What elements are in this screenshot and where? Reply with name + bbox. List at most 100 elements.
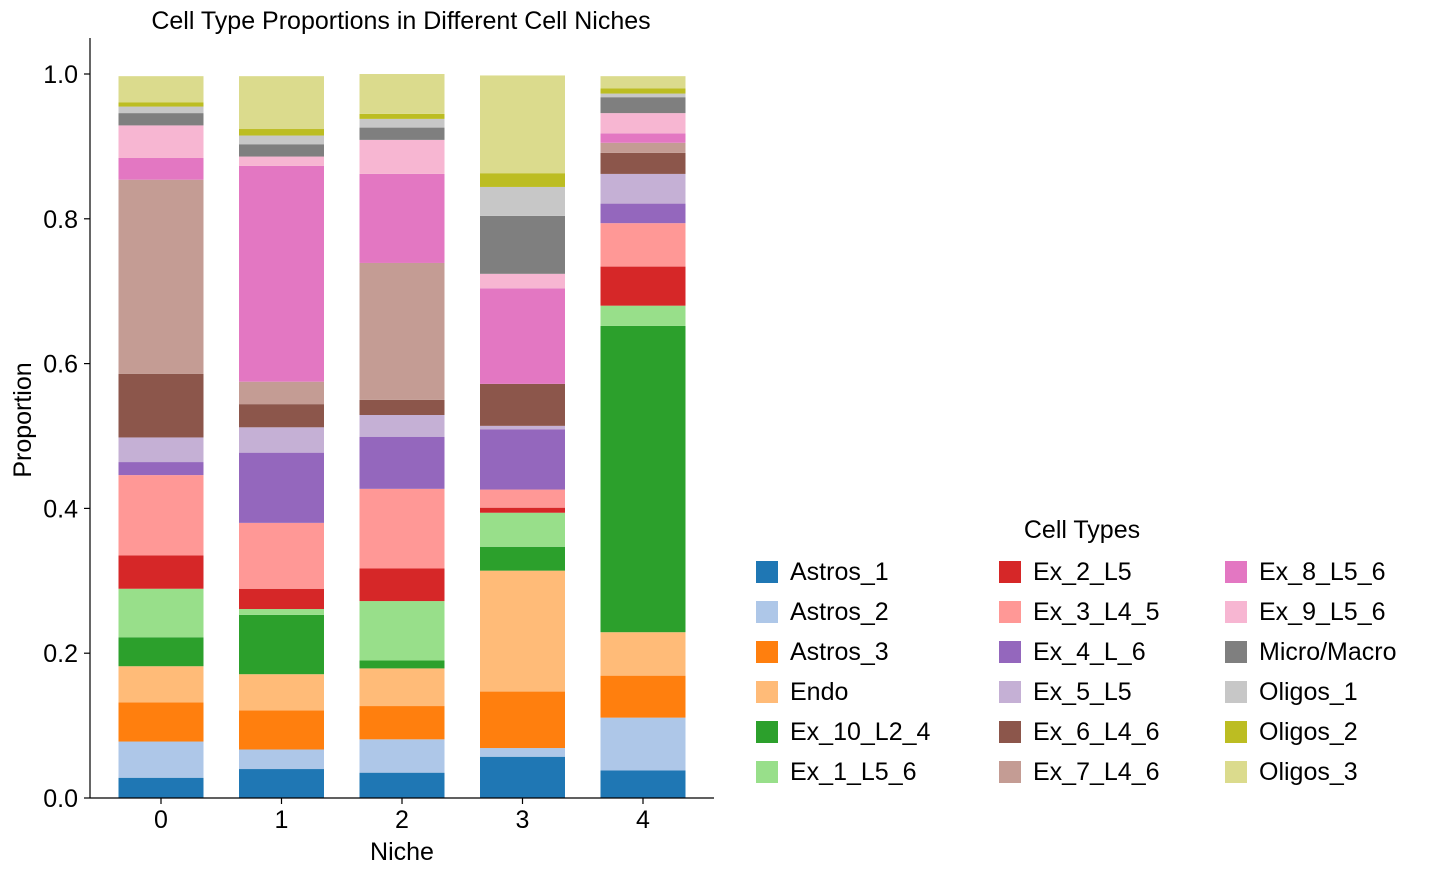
legend-label: Ex_1_L5_6 — [790, 757, 917, 786]
bar-segment-0-ex-2-l5 — [118, 555, 204, 589]
legend-label: Oligos_2 — [1259, 717, 1358, 746]
legend-label: Ex_9_L5_6 — [1259, 597, 1386, 626]
bar-segment-0-micro-macro — [118, 113, 204, 126]
bar-segment-3-ex-1-l5-6 — [480, 512, 565, 547]
y-tick-label: 0.8 — [43, 206, 78, 234]
bar-segment-3-oligos-2 — [480, 173, 565, 187]
chart-title: Cell Type Proportions in Different Cell … — [151, 7, 650, 35]
legend-swatch — [999, 561, 1021, 583]
bar-segment-4-endo — [600, 632, 686, 676]
bar-segment-4-astros-3 — [600, 675, 686, 718]
bar-segment-4-ex-9-l5-6 — [600, 113, 686, 134]
bar-segment-0-ex-7-l4-6 — [118, 179, 204, 374]
legend-item: Astros_1 — [756, 552, 889, 592]
bar-segment-2-micro-macro — [359, 127, 445, 140]
bar-segment-1-endo — [239, 674, 324, 711]
legend-item: Endo — [756, 672, 848, 712]
bar-segment-4-ex-6-l4-6 — [600, 152, 686, 174]
legend-label: Astros_2 — [790, 597, 889, 626]
bar-segment-1-ex-4-l-6 — [239, 452, 324, 523]
bar-segment-3-ex-4-l-6 — [480, 429, 565, 490]
legend-label: Ex_4_L_6 — [1033, 637, 1146, 666]
legend-swatch — [999, 641, 1021, 663]
bar-segment-4-micro-macro — [600, 97, 686, 114]
bar-segment-3-ex-6-l4-6 — [480, 383, 565, 426]
bar-segment-2-ex-6-l4-6 — [359, 399, 445, 415]
bar-segment-0-ex-1-l5-6 — [118, 588, 204, 638]
legend-item: Micro/Macro — [1225, 632, 1397, 672]
legend-swatch — [756, 601, 778, 623]
bar-segment-3-oligos-3 — [480, 75, 565, 174]
legend-label: Ex_5_L5 — [1033, 677, 1132, 706]
x-axis-label: Niche — [370, 838, 434, 866]
bar-segment-2-ex-10-l2-4 — [359, 660, 445, 669]
legend-label: Ex_10_L2_4 — [790, 717, 931, 746]
legend-swatch — [999, 721, 1021, 743]
bar-segment-2-oligos-2 — [359, 113, 445, 119]
legend-item: Ex_8_L5_6 — [1225, 552, 1386, 592]
bar-segment-4-ex-1-l5-6 — [600, 305, 686, 326]
x-tick-label: 4 — [636, 806, 650, 834]
bar-segment-3-ex-10-l2-4 — [480, 546, 565, 571]
legend-item: Astros_3 — [756, 632, 889, 672]
bar-segment-3-micro-macro — [480, 215, 565, 274]
legend-label: Ex_3_L4_5 — [1033, 597, 1160, 626]
bar-segment-2-ex-7-l4-6 — [359, 262, 445, 400]
x-ticks: 0 1 2 3 4 — [154, 798, 650, 834]
y-tick-label: 1.0 — [43, 61, 78, 89]
legend-item: Ex_7_L4_6 — [999, 752, 1160, 792]
y-ticks: 0.0 0.2 0.4 0.6 0.8 1.0 — [43, 61, 90, 813]
bar-segment-1-ex-7-l4-6 — [239, 381, 324, 405]
bar-segment-3-ex-2-l5 — [480, 507, 565, 513]
bar-segment-2-ex-8-l5-6 — [359, 173, 445, 263]
bar-segment-2-ex-4-l-6 — [359, 436, 445, 489]
bar-segment-1-micro-macro — [239, 144, 324, 157]
legend-label: Ex_7_L4_6 — [1033, 757, 1160, 786]
bar-segment-0-astros-3 — [118, 702, 204, 742]
y-tick-label: 0.0 — [43, 785, 78, 813]
bar-segment-1-ex-5-l5 — [239, 427, 324, 453]
bar-segment-2-astros-3 — [359, 706, 445, 740]
bar-segment-2-ex-1-l5-6 — [359, 601, 445, 661]
y-tick-label: 0.6 — [43, 351, 78, 379]
legend-label: Micro/Macro — [1259, 637, 1397, 666]
legend-swatch — [1225, 721, 1247, 743]
legend-item: Ex_10_L2_4 — [756, 712, 930, 752]
bar-segment-1-astros-3 — [239, 710, 324, 750]
bar-segment-1-astros-1 — [239, 769, 324, 798]
legend-item: Ex_2_L5 — [999, 552, 1132, 592]
bar-segment-1-ex-1-l5-6 — [239, 609, 324, 615]
legend-swatch — [756, 641, 778, 663]
bar-segment-3-astros-2 — [480, 748, 565, 757]
bar-segment-1-astros-2 — [239, 749, 324, 770]
legend-item: Ex_5_L5 — [999, 672, 1132, 712]
legend-label: Endo — [790, 677, 849, 706]
bar-segment-1-ex-3-l4-5 — [239, 522, 324, 589]
bar-segment-3-ex-8-l5-6 — [480, 288, 565, 384]
bar-segment-2-ex-9-l5-6 — [359, 139, 445, 174]
bar-segment-2-endo — [359, 668, 445, 707]
bar-segment-1-oligos-3 — [239, 76, 324, 130]
legend-item: Astros_2 — [756, 592, 889, 632]
bar-segment-4-ex-8-l5-6 — [600, 133, 686, 143]
bar-segment-4-ex-3-l4-5 — [600, 223, 686, 267]
bar-segment-3-astros-1 — [480, 756, 565, 798]
bar-segment-0-astros-1 — [118, 777, 204, 798]
legend-label: Oligos_3 — [1259, 757, 1358, 786]
bar-segment-4-ex-10-l2-4 — [600, 325, 686, 633]
bar-segment-1-ex-9-l5-6 — [239, 156, 324, 166]
legend-swatch — [1225, 681, 1247, 703]
y-axis-label: Proportion — [9, 362, 37, 477]
legend-label: Ex_6_L4_6 — [1033, 717, 1160, 746]
legend-swatch — [756, 761, 778, 783]
bar-segment-4-ex-5-l5 — [600, 173, 686, 204]
legend-swatch — [999, 681, 1021, 703]
bar-segment-4-ex-7-l4-6 — [600, 142, 686, 153]
legend-label: Astros_3 — [790, 637, 889, 666]
x-tick-label: 3 — [516, 806, 530, 834]
bar-segment-3-oligos-1 — [480, 186, 565, 216]
bar-segment-2-ex-2-l5 — [359, 568, 445, 602]
bar-segment-1-ex-2-l5 — [239, 588, 324, 610]
bar-segment-2-oligos-1 — [359, 118, 445, 128]
legend-label: Ex_2_L5 — [1033, 557, 1132, 586]
